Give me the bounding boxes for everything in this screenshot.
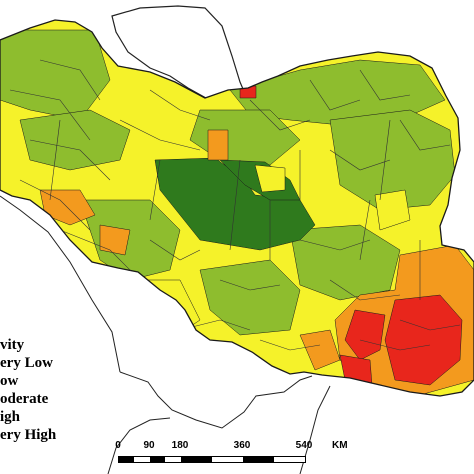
scale-seg-4 [243,457,274,462]
iran-border [0,19,474,397]
legend-item-very-high: ery High [0,427,57,443]
region-east-central [289,224,401,301]
arabian-coast [107,417,171,474]
scale-bar-track [118,456,306,463]
region-south-orange [299,329,341,371]
legend-item-very-low: ery Low [0,355,53,371]
legend-title: vity [0,337,25,353]
region-east-yellow [374,189,411,231]
persian-gulf-coast [119,371,313,429]
scale-tick-540: 540 [295,440,313,451]
region-northeast [329,109,456,211]
region-west-central [79,199,181,281]
region-west-strip [19,109,131,171]
region-north-orange [207,129,229,161]
scale-tick-90: 90 [143,440,155,451]
region-central-yellow [254,164,286,193]
region-west-orange-2 [99,224,131,256]
west-border-outline [0,195,121,373]
county-boundaries [9,59,461,351]
scale-seg-1 [119,457,134,462]
scale-seg-2 [150,457,165,462]
scale-tick-180: 180 [171,440,189,451]
scale-bar: 0 90 180 360 540 KM [112,440,412,474]
scale-tick-0: 0 [115,440,121,451]
region-southeast-red-2 [344,309,386,361]
legend-item-low: ow [0,373,19,389]
scale-seg-3 [181,457,212,462]
scale-unit: KM [332,440,348,451]
legend-item-high: igh [0,409,21,425]
scale-tick-360: 360 [233,440,251,451]
legend-item-moderate: oderate [0,391,49,407]
